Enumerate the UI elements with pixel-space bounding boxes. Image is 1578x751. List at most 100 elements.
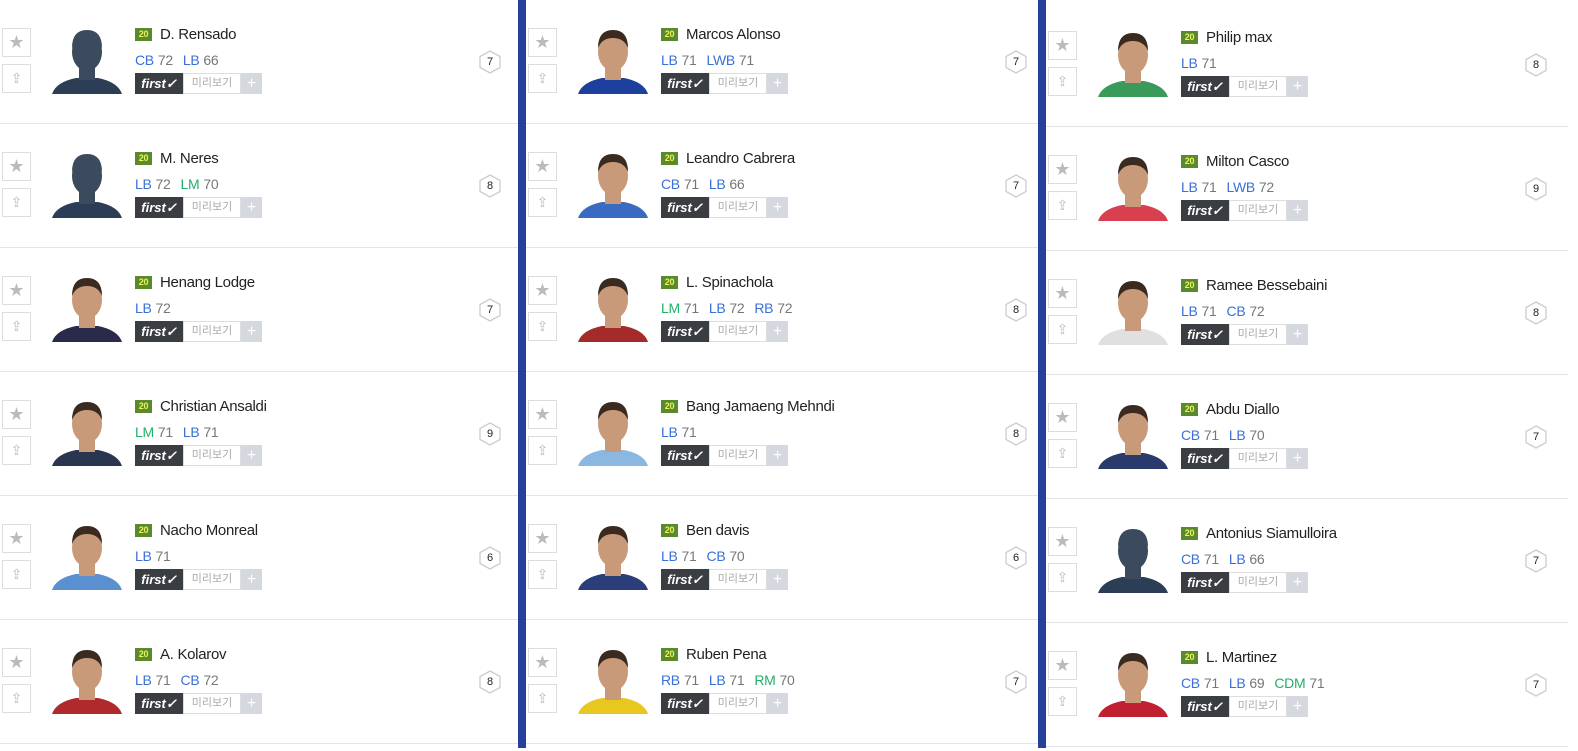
favorite-star-icon[interactable]: ★ (2, 152, 31, 181)
upgrade-arrow-icon[interactable]: ⇪ (528, 560, 557, 589)
player-name[interactable]: A. Kolarov (160, 646, 227, 663)
upgrade-arrow-icon[interactable]: ⇪ (528, 436, 557, 465)
player-photo[interactable] (1096, 521, 1170, 593)
first-button[interactable]: first✓ (661, 197, 709, 218)
favorite-star-icon[interactable]: ★ (2, 276, 31, 305)
player-photo[interactable] (1096, 149, 1170, 221)
preview-button[interactable]: 미리보기 (709, 569, 767, 590)
first-button[interactable]: first✓ (661, 693, 709, 714)
upgrade-arrow-icon[interactable]: ⇪ (1048, 563, 1077, 592)
upgrade-arrow-icon[interactable]: ⇪ (2, 64, 31, 93)
player-name[interactable]: D. Rensado (160, 26, 237, 43)
preview-button[interactable]: 미리보기 (709, 445, 767, 466)
add-plus-button[interactable]: + (1287, 572, 1308, 593)
player-name[interactable]: Antonius Siamulloira (1206, 525, 1337, 542)
add-plus-button[interactable]: + (1287, 76, 1308, 97)
add-plus-button[interactable]: + (241, 569, 262, 590)
player-name[interactable]: Leandro Cabrera (686, 150, 795, 167)
preview-button[interactable]: 미리보기 (183, 73, 241, 94)
preview-button[interactable]: 미리보기 (183, 321, 241, 342)
favorite-star-icon[interactable]: ★ (1048, 651, 1077, 680)
favorite-star-icon[interactable]: ★ (2, 28, 31, 57)
player-name[interactable]: Marcos Alonso (686, 26, 781, 43)
favorite-star-icon[interactable]: ★ (528, 28, 557, 57)
upgrade-arrow-icon[interactable]: ⇪ (1048, 67, 1077, 96)
player-photo[interactable] (1096, 273, 1170, 345)
preview-button[interactable]: 미리보기 (183, 693, 241, 714)
add-plus-button[interactable]: + (241, 321, 262, 342)
preview-button[interactable]: 미리보기 (1229, 696, 1287, 717)
player-name[interactable]: Ben davis (686, 522, 750, 539)
player-name[interactable]: L. Spinachola (686, 274, 774, 291)
preview-button[interactable]: 미리보기 (1229, 572, 1287, 593)
upgrade-arrow-icon[interactable]: ⇪ (2, 312, 31, 341)
preview-button[interactable]: 미리보기 (709, 321, 767, 342)
player-photo[interactable] (50, 518, 124, 590)
preview-button[interactable]: 미리보기 (183, 445, 241, 466)
player-photo[interactable] (1096, 25, 1170, 97)
first-button[interactable]: first✓ (661, 321, 709, 342)
upgrade-arrow-icon[interactable]: ⇪ (1048, 687, 1077, 716)
first-button[interactable]: first✓ (135, 321, 183, 342)
add-plus-button[interactable]: + (241, 445, 262, 466)
player-photo[interactable] (50, 270, 124, 342)
add-plus-button[interactable]: + (1287, 324, 1308, 345)
player-photo[interactable] (576, 270, 650, 342)
player-name[interactable]: Abdu Diallo (1206, 401, 1280, 418)
favorite-star-icon[interactable]: ★ (528, 276, 557, 305)
add-plus-button[interactable]: + (767, 197, 788, 218)
preview-button[interactable]: 미리보기 (709, 693, 767, 714)
player-photo[interactable] (50, 394, 124, 466)
first-button[interactable]: first✓ (1181, 572, 1229, 593)
favorite-star-icon[interactable]: ★ (528, 400, 557, 429)
upgrade-arrow-icon[interactable]: ⇪ (1048, 439, 1077, 468)
preview-button[interactable]: 미리보기 (183, 569, 241, 590)
player-name[interactable]: Christian Ansaldi (160, 398, 267, 415)
add-plus-button[interactable]: + (241, 73, 262, 94)
first-button[interactable]: first✓ (661, 445, 709, 466)
player-name[interactable]: Nacho Monreal (160, 522, 258, 539)
first-button[interactable]: first✓ (661, 569, 709, 590)
add-plus-button[interactable]: + (767, 445, 788, 466)
upgrade-arrow-icon[interactable]: ⇪ (2, 560, 31, 589)
add-plus-button[interactable]: + (1287, 696, 1308, 717)
favorite-star-icon[interactable]: ★ (1048, 403, 1077, 432)
preview-button[interactable]: 미리보기 (1229, 448, 1287, 469)
first-button[interactable]: first✓ (1181, 324, 1229, 345)
upgrade-arrow-icon[interactable]: ⇪ (528, 188, 557, 217)
preview-button[interactable]: 미리보기 (1229, 76, 1287, 97)
player-photo[interactable] (576, 394, 650, 466)
player-name[interactable]: M. Neres (160, 150, 219, 167)
favorite-star-icon[interactable]: ★ (1048, 279, 1077, 308)
favorite-star-icon[interactable]: ★ (528, 152, 557, 181)
upgrade-arrow-icon[interactable]: ⇪ (1048, 191, 1077, 220)
player-photo[interactable] (50, 22, 124, 94)
add-plus-button[interactable]: + (767, 73, 788, 94)
first-button[interactable]: first✓ (1181, 76, 1229, 97)
preview-button[interactable]: 미리보기 (709, 73, 767, 94)
add-plus-button[interactable]: + (767, 321, 788, 342)
add-plus-button[interactable]: + (1287, 200, 1308, 221)
favorite-star-icon[interactable]: ★ (2, 648, 31, 677)
player-name[interactable]: Ramee Bessebaini (1206, 277, 1328, 294)
first-button[interactable]: first✓ (135, 445, 183, 466)
first-button[interactable]: first✓ (1181, 696, 1229, 717)
favorite-star-icon[interactable]: ★ (2, 400, 31, 429)
player-photo[interactable] (1096, 645, 1170, 717)
upgrade-arrow-icon[interactable]: ⇪ (528, 64, 557, 93)
first-button[interactable]: first✓ (661, 73, 709, 94)
player-photo[interactable] (50, 146, 124, 218)
first-button[interactable]: first✓ (135, 569, 183, 590)
upgrade-arrow-icon[interactable]: ⇪ (528, 312, 557, 341)
player-photo[interactable] (1096, 397, 1170, 469)
add-plus-button[interactable]: + (241, 197, 262, 218)
player-photo[interactable] (576, 146, 650, 218)
add-plus-button[interactable]: + (767, 693, 788, 714)
player-photo[interactable] (576, 518, 650, 590)
player-name[interactable]: Bang Jamaeng Mehndi (686, 398, 835, 415)
first-button[interactable]: first✓ (135, 693, 183, 714)
favorite-star-icon[interactable]: ★ (528, 648, 557, 677)
add-plus-button[interactable]: + (241, 693, 262, 714)
upgrade-arrow-icon[interactable]: ⇪ (528, 684, 557, 713)
preview-button[interactable]: 미리보기 (183, 197, 241, 218)
